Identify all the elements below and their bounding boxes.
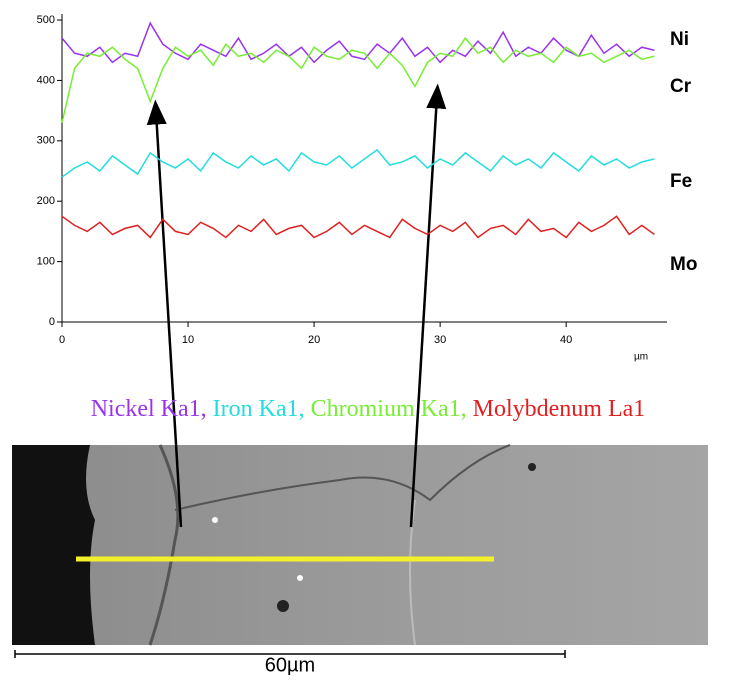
x-tick-label: 10 (182, 334, 194, 346)
micrograph (12, 445, 708, 645)
series-line (62, 38, 654, 123)
series-line (62, 216, 654, 237)
x-tick-label: 0 (59, 334, 65, 346)
figure: 60µm Nickel Ka1,Iron Ka1,Chromium Ka1,Mo… (0, 0, 730, 675)
legend: Nickel Ka1,Iron Ka1,Chromium Ka1,Molybde… (91, 396, 646, 422)
x-tick-label: 40 (560, 334, 572, 346)
y-tick-label: 200 (37, 195, 55, 207)
scale-bar-label: 60µm (265, 654, 315, 675)
y-tick-label: 0 (49, 316, 55, 328)
series-label: Cr (670, 76, 692, 97)
legend-entry: Molybdenum La1 (473, 396, 646, 422)
page: 60µm Nickel Ka1,Iron Ka1,Chromium Ka1,Mo… (0, 0, 730, 680)
pore (277, 600, 289, 612)
pore (528, 463, 536, 471)
legend-entry: Chromium Ka1, (311, 396, 467, 422)
legend-entry: Iron Ka1, (213, 396, 305, 422)
series-line (62, 150, 654, 177)
series-label: Ni (670, 29, 689, 50)
inclusion (212, 517, 218, 523)
y-tick-label: 100 (37, 256, 55, 268)
series-label: Fe (670, 171, 692, 192)
legend-entry: Nickel Ka1, (91, 396, 207, 422)
x-axis-label: µm (634, 352, 648, 363)
x-tick-label: 20 (308, 334, 320, 346)
dark-edge (12, 445, 95, 645)
sem-image (12, 445, 708, 645)
y-tick-label: 400 (37, 74, 55, 86)
y-tick-label: 300 (37, 135, 55, 147)
x-tick-label: 30 (434, 334, 446, 346)
series-label: Mo (670, 254, 697, 275)
y-tick-label: 500 (37, 14, 55, 26)
inclusion (297, 575, 303, 581)
series-line (62, 23, 654, 62)
